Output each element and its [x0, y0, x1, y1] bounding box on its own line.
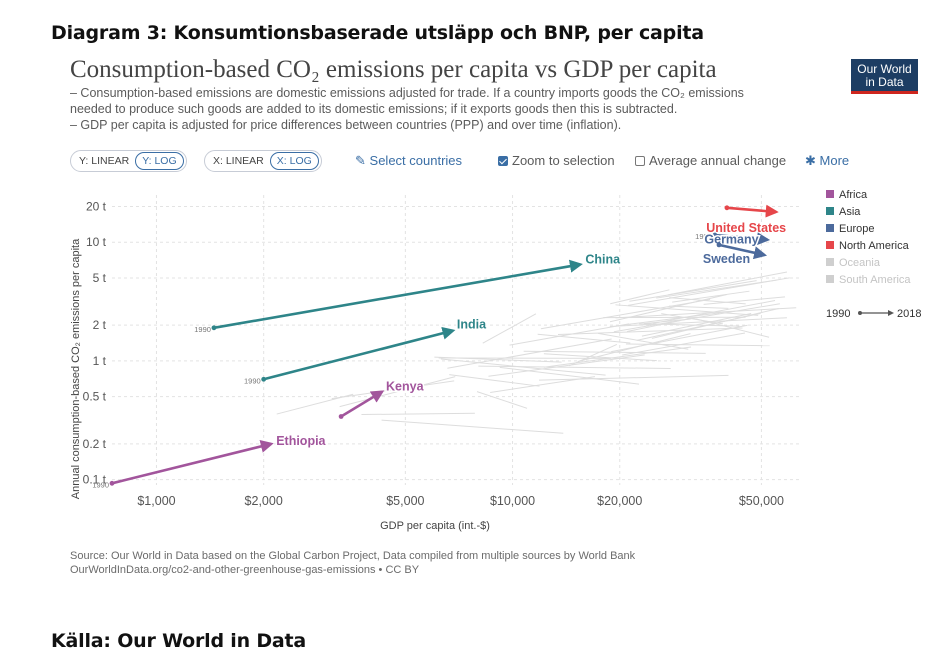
background-trajectory — [539, 375, 728, 380]
y-tick-label: 10 t — [86, 235, 107, 249]
average-annual-change-checkbox[interactable]: Average annual change — [635, 153, 786, 168]
legend-label: Europe — [839, 223, 874, 235]
zoom-to-selection-checkbox[interactable]: Zoom to selection — [498, 153, 615, 168]
chart-plot: 0.1 t0.2 t0.5 t1 t2 t5 t10 t20 t $1,000$… — [52, 185, 935, 540]
series-arrow — [112, 444, 271, 483]
series-start-point — [110, 481, 115, 486]
background-trajectory — [538, 334, 631, 343]
x-tick-label: $5,000 — [386, 494, 424, 508]
select-countries-label: Select countries — [370, 153, 463, 168]
y-linear-option[interactable]: Y: LINEAR — [73, 153, 135, 169]
background-trajectory — [500, 367, 639, 384]
time-legend-arrowhead — [888, 310, 894, 316]
background-trajectory — [447, 339, 611, 368]
series-start-year-label: 1990 — [244, 376, 261, 385]
y-tick-label: 0.5 t — [83, 390, 107, 404]
background-trajectory — [524, 351, 706, 353]
series-arrow — [264, 331, 453, 380]
gear-icon: ✱ — [805, 153, 816, 168]
legend-swatch — [826, 241, 834, 249]
legend-label: Oceania — [839, 257, 881, 269]
more-button[interactable]: ✱ More — [805, 153, 849, 169]
x-axis-label: GDP per capita (int.-$) — [380, 520, 490, 532]
x-linear-option[interactable]: X: LINEAR — [207, 153, 270, 169]
series-start-point — [339, 414, 344, 419]
y-tick-label: 20 t — [86, 200, 107, 214]
pencil-icon: ✎ — [355, 153, 366, 168]
series-start-year-label: 1990 — [194, 325, 211, 334]
legend-swatch — [826, 275, 834, 283]
source-line: Source: Our World in Data based on the G… — [70, 550, 635, 562]
y-tick-label: 1 t — [93, 354, 107, 368]
background-trajectory — [361, 413, 474, 414]
time-legend-end: 2018 — [897, 308, 921, 320]
chart-title: Consumption-based CO₂ emissions per capi… — [70, 56, 717, 84]
series-start-year-label: 1990 — [92, 480, 109, 489]
series-label: Ethiopia — [276, 434, 326, 448]
zoom-to-selection-label: Zoom to selection — [512, 153, 615, 168]
checkbox-checked-icon — [498, 156, 508, 166]
chart-subtitle-line: – GDP per capita is adjusted for price d… — [70, 118, 621, 132]
chart-subtitle-line: needed to produce such goods are added t… — [70, 102, 677, 116]
legend-label: North America — [839, 240, 910, 252]
series-label: Kenya — [386, 380, 425, 394]
series-start-point — [725, 205, 730, 210]
background-trajectory — [610, 290, 669, 304]
background-trajectory — [483, 314, 536, 343]
x-tick-label: $50,000 — [739, 494, 784, 508]
chart-subtitle-line: – Consumption-based emissions are domest… — [70, 86, 744, 100]
background-trajectory — [449, 375, 539, 387]
y-tick-label: 5 t — [93, 271, 107, 285]
x-tick-label: $20,000 — [597, 494, 642, 508]
series-label: India — [457, 318, 487, 332]
legend-swatch — [826, 258, 834, 266]
x-tick-label: $2,000 — [245, 494, 283, 508]
legend-swatch — [826, 224, 834, 232]
background-trajectory — [382, 420, 564, 433]
background-trajectory — [669, 306, 728, 308]
series-start-point — [212, 325, 217, 330]
x-scale-toggle: X: LINEAR X: LOG — [204, 150, 322, 172]
y-tick-label: 2 t — [93, 318, 107, 332]
y-scale-toggle: Y: LINEAR Y: LOG — [70, 150, 187, 172]
x-tick-label: $1,000 — [137, 494, 175, 508]
background-trajectory — [277, 394, 353, 414]
x-log-option[interactable]: X: LOG — [270, 152, 319, 170]
checkbox-unchecked-icon — [635, 156, 645, 166]
series-start-point — [717, 242, 722, 247]
background-trajectory — [629, 281, 756, 302]
legend-label: Africa — [839, 189, 868, 201]
series-label: China — [585, 252, 621, 266]
x-tick-label: $10,000 — [490, 494, 535, 508]
series-label: Sweden — [703, 252, 750, 266]
series-start-point — [261, 377, 266, 382]
background-trajectory — [668, 272, 787, 295]
y-tick-label: 0.2 t — [83, 437, 107, 451]
average-annual-change-label: Average annual change — [649, 153, 786, 168]
y-log-option[interactable]: Y: LOG — [135, 152, 183, 170]
legend-label: South America — [839, 274, 911, 286]
logo-text: in Data — [851, 76, 918, 89]
source-line: OurWorldInData.org/co2-and-other-greenho… — [70, 564, 419, 576]
owid-logo[interactable]: Our World in Data — [851, 59, 918, 94]
legend-label: Asia — [839, 206, 861, 218]
chart-controls: Y: LINEAR Y: LOG X: LINEAR X: LOG ✎ Sele… — [70, 150, 930, 174]
y-axis-label: Annual consumption-based CO₂ emissions p… — [70, 238, 82, 499]
more-label: More — [820, 153, 850, 168]
chart-card: Consumption-based CO₂ emissions per capi… — [52, 50, 935, 580]
series-arrow — [727, 208, 776, 212]
time-legend-start: 1990 — [826, 308, 850, 320]
page-heading: Diagram 3: Konsumtionsbaserade utsläpp o… — [51, 22, 704, 44]
select-countries-button[interactable]: ✎ Select countries — [355, 153, 462, 169]
series-arrow — [214, 264, 580, 327]
legend-swatch — [826, 207, 834, 215]
background-trajectory — [477, 392, 527, 409]
series-label: Germany — [704, 233, 758, 247]
background-trajectory — [490, 377, 595, 393]
legend-swatch — [826, 190, 834, 198]
